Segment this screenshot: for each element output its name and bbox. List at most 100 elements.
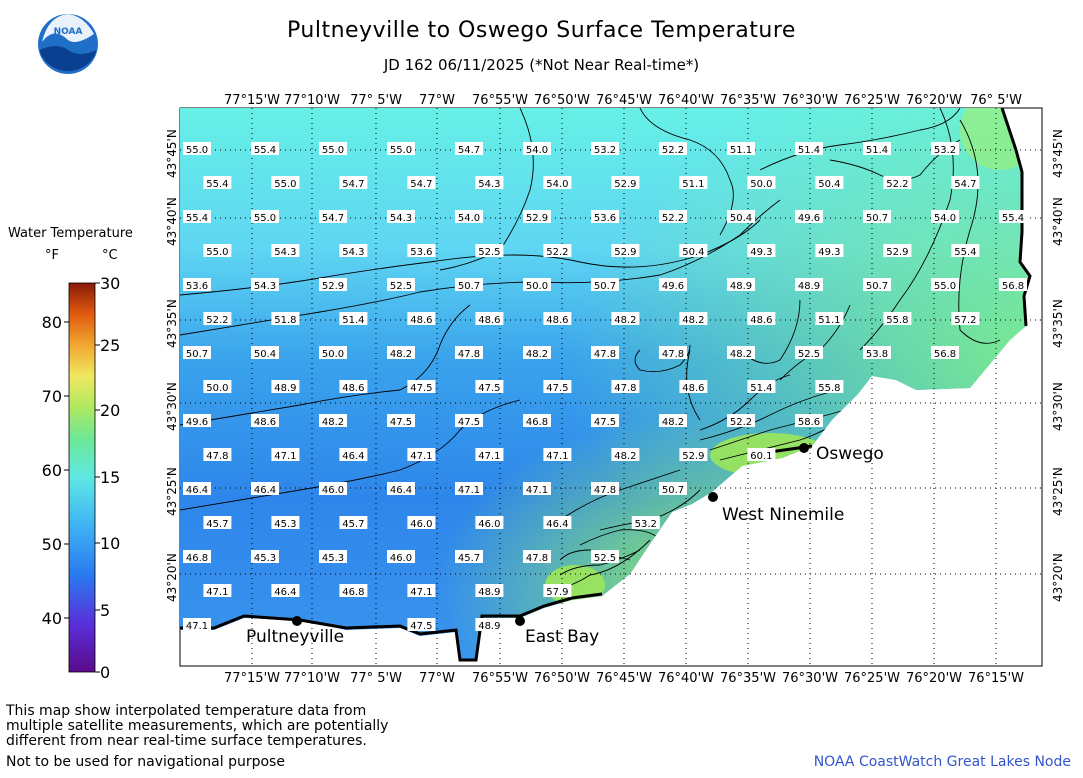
svg-text:53.2: 53.2: [635, 519, 657, 530]
lon-label: 77°10'W: [284, 671, 340, 686]
svg-text:48.9: 48.9: [478, 621, 500, 632]
logo-text: NOAA: [54, 27, 83, 37]
lat-label: 43°30'N: [1051, 382, 1065, 431]
temperature-value: 48.6: [679, 380, 708, 394]
temperature-value: 55.0: [931, 278, 959, 292]
svg-text:54.0: 54.0: [934, 213, 956, 224]
svg-text:West Ninemile: West Ninemile: [722, 505, 844, 525]
temperature-value: 54.3: [387, 210, 415, 224]
svg-text:55.4: 55.4: [186, 213, 208, 224]
svg-text:48.2: 48.2: [730, 349, 752, 360]
svg-text:52.5: 52.5: [390, 281, 412, 292]
lon-label: 77° 5'W: [350, 93, 402, 108]
temperature-value: 48.2: [611, 312, 640, 326]
temperature-value: 55.4: [203, 176, 232, 190]
temperature-value: 49.6: [795, 210, 823, 224]
temperature-value: 47.1: [475, 448, 504, 462]
temperature-value: 46.4: [271, 584, 300, 598]
svg-text:50.4: 50.4: [254, 349, 276, 360]
temperature-value: 46.0: [475, 516, 504, 530]
svg-text:54.0: 54.0: [458, 213, 480, 224]
svg-text:48.6: 48.6: [750, 315, 772, 326]
legend-tick-c: 30: [100, 274, 120, 293]
temperature-value: 53.2: [931, 142, 959, 156]
temperature-value: 55.0: [319, 142, 347, 156]
svg-text:49.6: 49.6: [186, 417, 208, 428]
svg-text:55.0: 55.0: [322, 145, 344, 156]
lat-label: 43°40'N: [1051, 197, 1065, 246]
svg-text:47.8: 47.8: [594, 349, 616, 360]
temperature-value: 52.2: [659, 210, 687, 224]
temperature-value: 54.0: [543, 176, 572, 190]
legend-title: Water Temperature: [8, 226, 133, 241]
temperature-value: 48.9: [271, 380, 300, 394]
temperature-value: 54.3: [339, 244, 368, 258]
temperature-value: 52.5: [387, 278, 415, 292]
lon-label: 77°W: [419, 93, 455, 108]
temperature-value: 47.8: [591, 482, 619, 496]
svg-text:52.2: 52.2: [662, 213, 684, 224]
lon-label: 76°40'W: [658, 93, 714, 108]
lat-label: 43°35'N: [165, 299, 179, 348]
svg-text:47.5: 47.5: [390, 417, 412, 428]
temperature-value: 48.6: [339, 380, 368, 394]
temperature-value: 47.1: [407, 584, 436, 598]
svg-text:50.7: 50.7: [594, 281, 616, 292]
svg-text:47.8: 47.8: [458, 349, 480, 360]
svg-text:48.2: 48.2: [662, 417, 684, 428]
temperature-value: 55.0: [251, 210, 279, 224]
temperature-value: 55.4: [951, 244, 980, 258]
svg-text:46.8: 46.8: [526, 417, 548, 428]
svg-text:51.4: 51.4: [750, 383, 772, 394]
svg-text:50.0: 50.0: [322, 349, 344, 360]
svg-text:47.1: 47.1: [410, 587, 432, 598]
svg-text:48.6: 48.6: [478, 315, 500, 326]
credit-link[interactable]: NOAA CoastWatch Great Lakes Node: [813, 754, 1071, 770]
svg-text:47.5: 47.5: [594, 417, 616, 428]
svg-text:45.3: 45.3: [254, 553, 276, 564]
temperature-value: 56.8: [931, 346, 959, 360]
legend-tick-c: 25: [100, 336, 120, 355]
temperature-value: 55.8: [815, 380, 844, 394]
temperature-value: 49.3: [815, 244, 844, 258]
temperature-value: 54.3: [251, 278, 279, 292]
svg-text:47.5: 47.5: [458, 417, 480, 428]
temperature-value: 50.4: [727, 210, 755, 224]
legend-tick-c: 5: [100, 601, 110, 620]
temperature-value: 51.4: [863, 142, 891, 156]
lon-label: 76°15'W: [968, 671, 1024, 686]
svg-text:48.2: 48.2: [322, 417, 344, 428]
svg-text:46.0: 46.0: [410, 519, 432, 530]
lat-labels-left: 43°45'N 43°40'N 43°35'N 43°30'N 43°25'N 43°20…: [165, 129, 179, 602]
svg-text:52.5: 52.5: [478, 247, 500, 258]
svg-text:48.2: 48.2: [390, 349, 412, 360]
temperature-value: 54.7: [951, 176, 980, 190]
temperature-value: 46.4: [543, 516, 572, 530]
temperature-value: 47.5: [455, 414, 483, 428]
temperature-value: 46.0: [407, 516, 436, 530]
temperature-value: 52.2: [203, 312, 232, 326]
legend-tick-c: 10: [100, 534, 120, 553]
temperature-value: 48.6: [543, 312, 572, 326]
svg-text:51.1: 51.1: [818, 315, 840, 326]
lat-labels-right: 43°45'N 43°40'N 43°35'N 43°30'N 43°25'N 43°20…: [1051, 129, 1065, 602]
svg-text:57.9: 57.9: [546, 587, 568, 598]
temperature-value: 53.6: [407, 244, 436, 258]
temperature-value: 47.1: [543, 448, 572, 462]
temperature-value: 55.8: [883, 312, 912, 326]
svg-text:55.4: 55.4: [254, 145, 276, 156]
svg-text:47.5: 47.5: [478, 383, 500, 394]
temperature-value: 50.7: [183, 346, 211, 360]
svg-text:54.7: 54.7: [342, 179, 364, 190]
temperature-value: 47.5: [407, 380, 436, 394]
svg-text:49.3: 49.3: [818, 247, 840, 258]
svg-text:53.6: 53.6: [186, 281, 208, 292]
svg-text:47.1: 47.1: [546, 451, 568, 462]
temperature-value: 51.4: [339, 312, 368, 326]
svg-text:55.4: 55.4: [954, 247, 976, 258]
temperature-value: 50.4: [679, 244, 708, 258]
lon-labels-bottom: 77°15'W 77°10'W 77° 5'W 77°W 76°55'W 76°50'W 7…: [224, 671, 1024, 686]
temperature-value: 54.0: [523, 142, 551, 156]
temperature-value: 47.5: [591, 414, 619, 428]
